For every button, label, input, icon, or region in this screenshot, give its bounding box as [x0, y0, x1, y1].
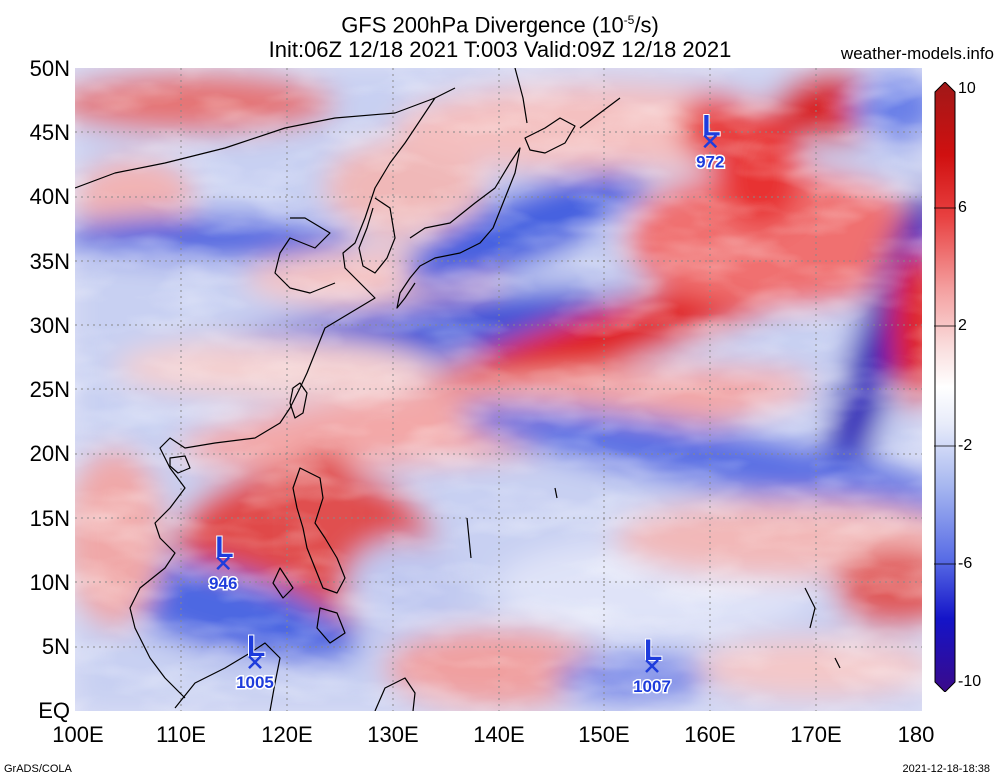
lat-label-5n: 5N	[41, 634, 70, 659]
colorbar-label-m10: -10	[958, 673, 982, 690]
chart-title: GFS 200hPa Divergence (10-5/s)	[341, 12, 659, 38]
timestamp: 2021-12-18-18:38	[902, 763, 990, 775]
low-marker-972: L 972	[695, 108, 726, 173]
lon-label-120e: 120E	[261, 722, 313, 747]
low-pressure-value: 1007	[633, 677, 671, 696]
lat-lon-grid	[75, 68, 922, 711]
low-pressure-value: 1005	[236, 673, 274, 692]
lat-label-35n: 35N	[29, 249, 70, 274]
low-center-cross	[645, 659, 659, 673]
low-letter: L	[215, 531, 233, 564]
lon-label-150e: 150E	[578, 722, 630, 747]
lon-label-100e: 100E	[52, 722, 104, 747]
lon-label-140e: 140E	[473, 722, 525, 747]
colorbar	[934, 82, 956, 692]
low-letter: L	[247, 630, 265, 663]
lon-label-170e: 170E	[790, 722, 842, 747]
colorbar-label-2: 2	[958, 317, 967, 334]
lat-label-25n: 25N	[29, 377, 70, 402]
divergence-map: L 946 L 972 L 1005 L 1007	[75, 68, 922, 711]
low-pressure-value: 972	[696, 152, 724, 171]
low-pressure-value: 946	[209, 574, 237, 593]
chart-subtitle: Init:06Z 12/18 2021 T:003 Valid:09Z 12/1…	[268, 37, 732, 62]
lon-label-180: 180	[897, 722, 935, 747]
lon-label-110e: 110E	[156, 722, 206, 747]
low-center-cross	[703, 134, 718, 149]
colorbar-label-6: 6	[958, 199, 967, 216]
low-marker-1005: L 1005	[235, 629, 276, 694]
lon-label-160e: 160E	[684, 722, 736, 747]
low-marker-1007: L 1007	[632, 633, 673, 698]
low-pressure-markers: L 946 L 972 L 1005 L 1007	[208, 108, 726, 698]
low-letter: L	[644, 634, 662, 667]
lat-label-50n: 50N	[29, 56, 70, 81]
low-center-cross	[248, 655, 262, 670]
colorbar-label-m6: -6	[958, 555, 973, 572]
lat-label-20n: 20N	[29, 441, 70, 466]
grads-credit: GrADS/COLA	[4, 763, 72, 775]
low-center-cross	[216, 556, 231, 570]
low-marker-946: L 946	[208, 530, 239, 595]
site-credit: weather-models.info	[840, 44, 994, 63]
lat-label-40n: 40N	[29, 184, 70, 209]
lat-label-15n: 15N	[29, 506, 70, 531]
coastlines	[75, 68, 841, 711]
lat-label-eq: EQ	[38, 698, 70, 723]
lat-label-10n: 10N	[29, 570, 70, 595]
lat-label-45n: 45N	[29, 120, 70, 145]
lon-label-130e: 130E	[367, 722, 419, 747]
colorbar-label-m2: -2	[958, 437, 973, 454]
colorbar-label-10: 10	[958, 80, 976, 97]
low-letter: L	[702, 109, 720, 142]
lat-label-30n: 30N	[29, 313, 70, 338]
